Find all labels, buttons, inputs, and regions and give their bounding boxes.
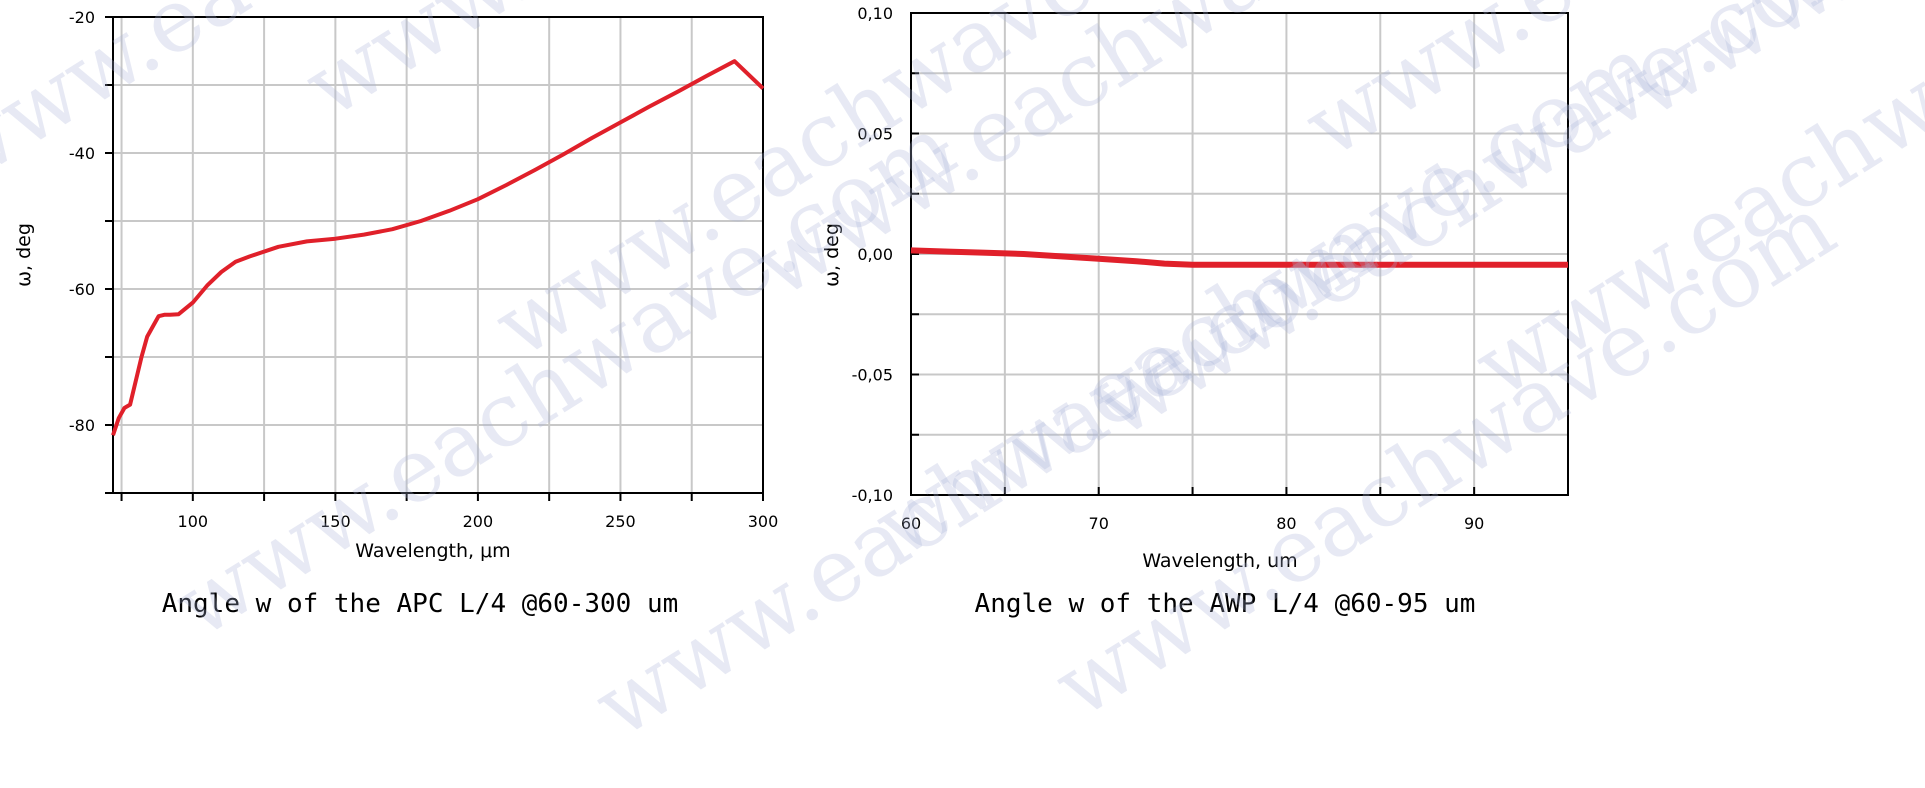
x-tick-label: 100 xyxy=(178,512,209,531)
x-tick-label: 60 xyxy=(901,514,921,533)
x-tick-label: 70 xyxy=(1089,514,1109,533)
chart-apc: 100 150 200 250 300 -20 -40 -60 -80 ω, deg Wavel… xyxy=(13,8,778,619)
y-tick-label: -80 xyxy=(69,416,95,435)
series-line xyxy=(111,59,765,436)
x-tick-label: 90 xyxy=(1464,514,1484,533)
y-tick-label: -0,10 xyxy=(852,486,893,505)
series-line xyxy=(910,247,1568,268)
watermark-layer: www.eachwave.comwww.eachwave.comwww.each… xyxy=(0,0,1925,758)
x-axis-label: Wavelength, μm xyxy=(355,540,510,562)
x-tick-label: 250 xyxy=(605,512,636,531)
y-tick-label: -20 xyxy=(69,8,95,27)
axis-ticks: 100 150 200 250 300 -20 -40 -60 -80 xyxy=(69,8,778,531)
x-axis-label: Wavelength, um xyxy=(1142,550,1297,572)
y-tick-label: -60 xyxy=(69,280,95,299)
y-tick-label: -40 xyxy=(69,144,95,163)
plot-frame xyxy=(112,16,764,494)
chart-caption: Angle w of the AWP L/4 @60-95 um xyxy=(975,589,1476,619)
x-tick-label: 300 xyxy=(748,512,779,531)
y-axis-label: ω, deg xyxy=(13,223,35,287)
y-tick-label: 0,00 xyxy=(857,245,893,264)
y-axis-label: ω, deg xyxy=(821,223,843,287)
axis-ticks: 60 70 80 90 0,10 0,05 0,00 -0,05 -0,10 xyxy=(852,4,1569,533)
y-tick-label: 0,05 xyxy=(857,125,893,144)
y-tick-label: -0,05 xyxy=(852,366,893,385)
chart-awp: 60 70 80 90 0,10 0,05 0,00 -0,05 -0,10 ω, deg Wa… xyxy=(821,4,1569,619)
chart-caption: Angle w of the APC L/4 @60-300 um xyxy=(162,589,679,619)
y-tick-label: 0,10 xyxy=(857,4,893,23)
x-tick-label: 80 xyxy=(1276,514,1296,533)
x-tick-label: 150 xyxy=(320,512,351,531)
x-tick-label: 200 xyxy=(463,512,494,531)
